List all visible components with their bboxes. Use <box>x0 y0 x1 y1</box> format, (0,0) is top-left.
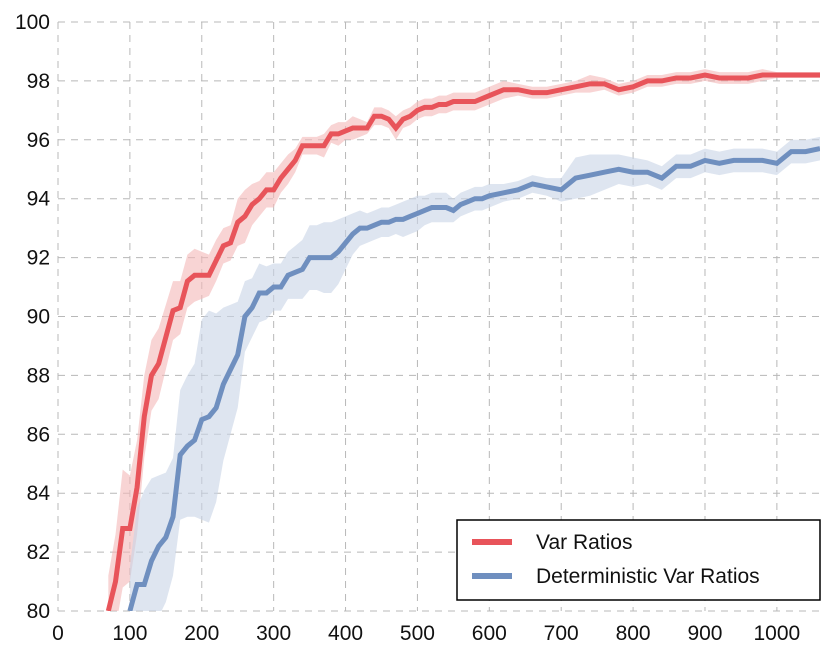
series-lines <box>105 72 820 611</box>
line-var-ratios <box>105 72 820 611</box>
band-deterministic-var-ratios <box>129 136 820 611</box>
tick-labels: 0 100 200 300 400 500 600 700 800 900 1000 80 82 84 86… <box>15 11 800 645</box>
confidence-bands <box>108 69 820 611</box>
x-tick-label: 100 <box>112 622 147 645</box>
y-tick-label: 86 <box>27 423 50 446</box>
y-tick-label: 90 <box>27 306 50 329</box>
x-tick-label: 400 <box>328 622 363 645</box>
x-tick-label: 500 <box>400 622 435 645</box>
x-tick-label: 1000 <box>754 622 801 645</box>
legend-box <box>456 519 821 601</box>
x-tick-label: 900 <box>687 622 722 645</box>
y-tick-label: 92 <box>27 247 50 270</box>
x-tick-label: 600 <box>472 622 507 645</box>
y-tick-label: 84 <box>27 482 51 505</box>
y-tick-label: 88 <box>27 364 50 387</box>
y-tick-label: 80 <box>27 600 50 623</box>
x-tick-label: 0 <box>52 622 64 645</box>
y-tick-label: 100 <box>15 11 50 34</box>
line-deterministic-var-ratios <box>127 146 820 611</box>
y-tick-label: 82 <box>27 541 50 564</box>
legend-label-deterministic-var-ratios: Deterministic Var Ratios <box>536 565 760 588</box>
legend: Var Ratios Deterministic Var Ratios <box>456 519 821 601</box>
y-tick-label: 96 <box>27 129 50 152</box>
legend-label-var-ratios: Var Ratios <box>536 531 632 554</box>
y-tick-label: 94 <box>27 188 51 211</box>
x-tick-label: 200 <box>184 622 219 645</box>
y-tick-label: 98 <box>27 70 50 93</box>
x-tick-label: 300 <box>256 622 291 645</box>
x-tick-label: 800 <box>616 622 651 645</box>
x-tick-label: 700 <box>544 622 579 645</box>
